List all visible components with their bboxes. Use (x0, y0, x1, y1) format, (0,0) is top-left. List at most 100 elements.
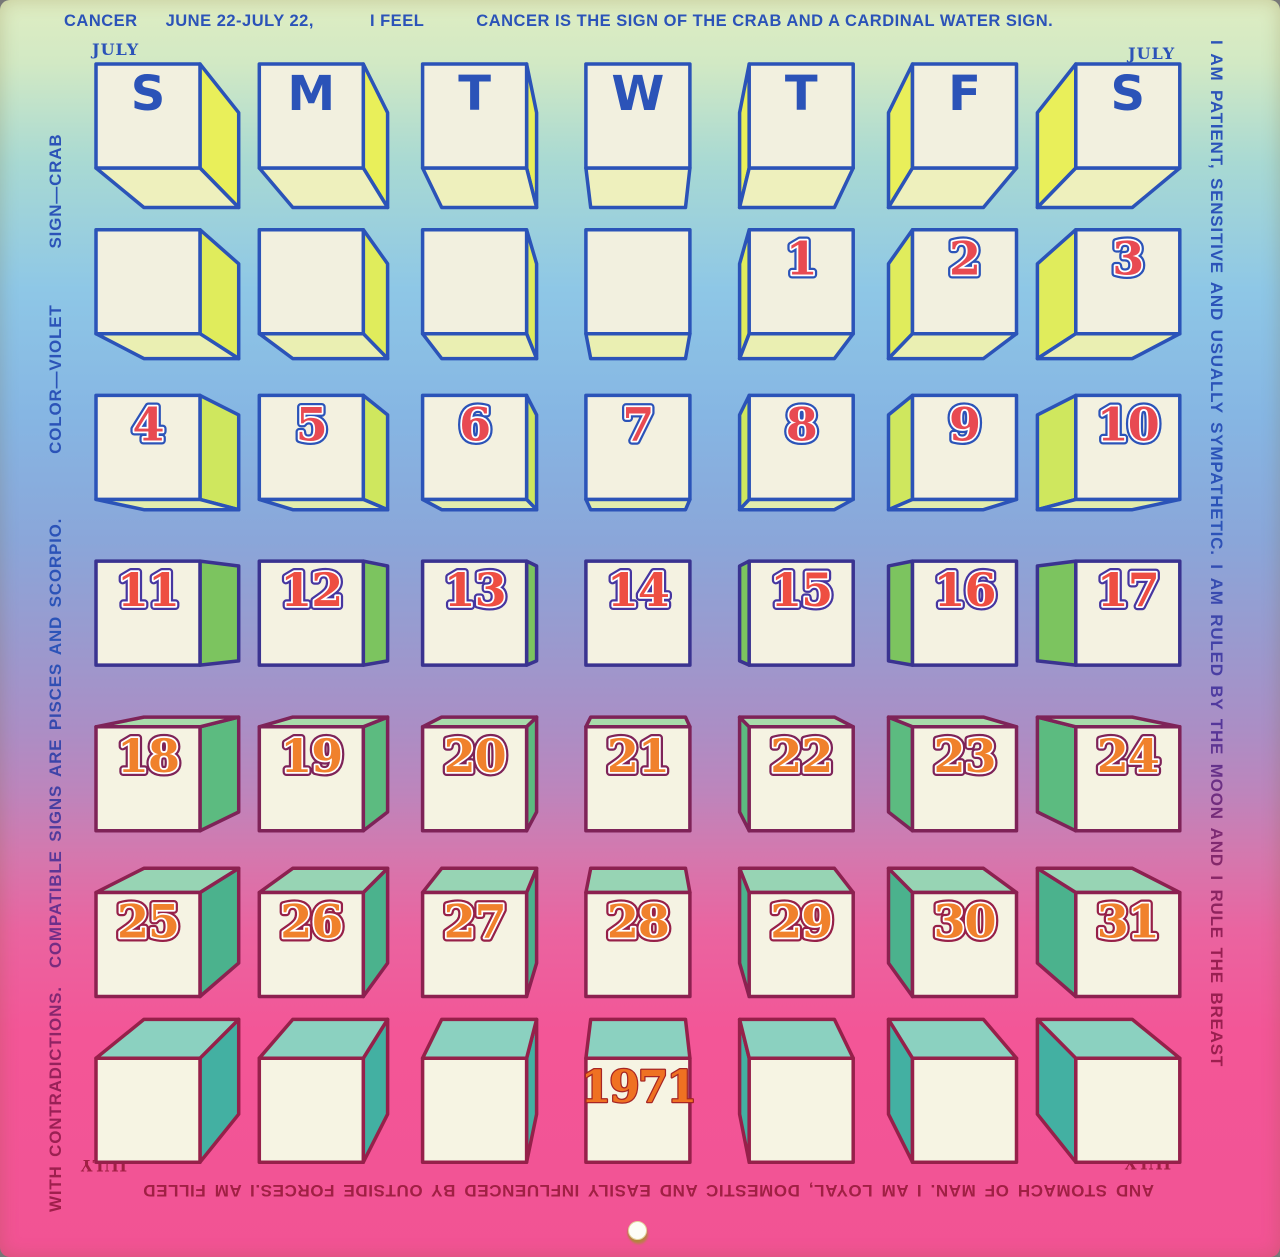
day-cube (257, 1017, 390, 1164)
day-number: 6 (459, 397, 490, 451)
day-number-outline: 24 (1097, 729, 1159, 783)
day-number: 2 (949, 232, 980, 286)
cube-front-face (94, 227, 202, 336)
day-number: 30 (933, 895, 995, 949)
day-number: 23 (933, 729, 995, 783)
day-cube: 77 (584, 393, 692, 512)
day-number: 9 (949, 397, 980, 451)
day-number-outline: 14 (607, 563, 669, 617)
day-number: 3 (1112, 232, 1143, 286)
day-number-outline: 1 (786, 232, 817, 286)
cube-side-face (198, 559, 241, 667)
day-number-outline: 19 (280, 729, 342, 783)
day-number-outline: 22 (770, 729, 832, 783)
cube-side-face (198, 715, 241, 833)
day-number: 22 (770, 729, 832, 783)
weekday-cube: M (257, 62, 390, 210)
day-number: 1 (786, 232, 817, 286)
cube-front-face (420, 559, 529, 667)
day-number-outline: 11 (117, 563, 179, 617)
day-number-outline: 12 (280, 563, 342, 617)
day-number-outline: 30 (933, 895, 995, 949)
cube-top-face (886, 866, 1019, 895)
cube-top-face (584, 866, 692, 895)
day-cube: 44 (94, 393, 241, 512)
cube-side-face (1035, 559, 1078, 667)
month-label-top-left: JULY (92, 40, 140, 59)
day-number-outline: 17 (1097, 563, 1159, 617)
day-number: 16 (933, 563, 995, 617)
day-number: 4 (132, 397, 163, 451)
day-cube: 33 (1035, 228, 1182, 361)
weekday-cube: S (94, 62, 241, 210)
cube-bottom-face (420, 166, 539, 210)
punch-hole (628, 1221, 647, 1240)
day-number-outline: 20 (444, 729, 506, 783)
weekday-letter: W (611, 66, 664, 122)
day-number-outline: 25 (117, 895, 179, 949)
cube-front-face (94, 62, 202, 170)
cube-front-face (257, 227, 366, 336)
weekday-letter: S (1111, 66, 1146, 122)
day-cube (257, 227, 390, 361)
day-number: 5 (296, 397, 327, 451)
cube-front-face (94, 890, 202, 999)
day-number: 17 (1097, 563, 1159, 617)
cube-front-face (747, 890, 855, 999)
weekday-cube: T (420, 62, 539, 210)
cube-front-face (420, 62, 529, 170)
day-number: 31 (1097, 895, 1159, 949)
cube-front-face (257, 559, 366, 667)
day-cube: 88 (737, 393, 855, 512)
day-number-outline: 3 (1112, 232, 1143, 286)
weekday-cube: S (1035, 62, 1182, 210)
cube-bottom-face (737, 331, 855, 361)
year-cube: 1971 (579, 1017, 698, 1164)
cube-front-face (584, 890, 692, 999)
cube-side-face (1035, 715, 1078, 833)
day-number: 14 (607, 563, 669, 617)
cube-front-face (1074, 890, 1182, 999)
cube-bottom-face (886, 166, 1019, 210)
day-number-outline: 13 (444, 563, 506, 617)
cube-front-face (747, 393, 855, 502)
cube-front-face (584, 725, 692, 833)
cube-front-face (747, 725, 855, 833)
cube-side-face (361, 393, 390, 512)
day-number-outline: 9 (949, 397, 980, 451)
zodiac-description: CANCER IS THE SIGN OF THE CRAB AND A CAR… (476, 12, 1054, 30)
day-number: 26 (280, 895, 342, 949)
cube-front-face (420, 725, 529, 833)
cube-front-face (910, 62, 1019, 170)
cube-front-face (1074, 1056, 1182, 1164)
day-cube (94, 227, 241, 361)
cube-front-face (747, 559, 855, 667)
cube-side-face (886, 393, 915, 512)
cube-front-face (747, 62, 855, 170)
cube-front-face (420, 227, 529, 336)
day-number: 19 (280, 729, 342, 783)
day-cube (886, 1017, 1019, 1164)
cube-top-face (886, 1017, 1019, 1060)
cube-bottom-face (886, 331, 1019, 361)
day-cube (94, 1017, 241, 1164)
day-number-outline: 18 (117, 729, 179, 783)
zodiac-date-range: JUNE 22-JULY 22, (165, 12, 314, 30)
